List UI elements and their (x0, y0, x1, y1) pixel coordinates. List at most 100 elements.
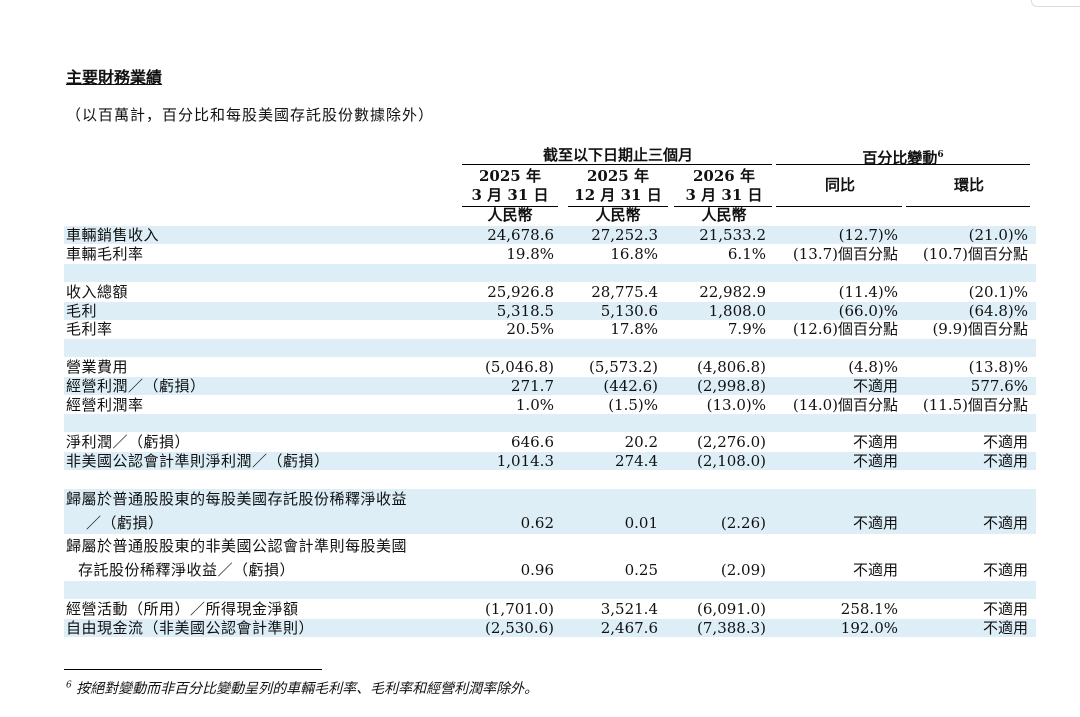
cell-yoy: (12.7)% (838, 226, 898, 244)
header-rule-change (776, 164, 1030, 165)
col-header-1-year: 2025 年 (479, 167, 541, 185)
cell-q1-2025: 0.62 (520, 514, 554, 532)
col-rule-yoy (776, 206, 902, 207)
cell-qoq: 577.6% (970, 377, 1028, 395)
header-rule-period (462, 164, 772, 165)
cell-yoy: 不適用 (852, 377, 898, 395)
cell-q1-2025: (2,530.6) (485, 619, 554, 637)
cell-yoy: 不適用 (852, 433, 898, 451)
cell-qoq: (9.9)個百分點 (932, 320, 1028, 338)
cell-q1-2025: 19.8% (506, 245, 554, 263)
row-label: 經營利潤率 (66, 396, 144, 414)
row-label: 經營活動（所用）／所得現金淨額 (66, 600, 299, 618)
page-subtitle: （以百萬計，百分比和每股美國存託股份數據除外） (66, 106, 435, 124)
table-row: 經營活動（所用）／所得現金淨額 (1,701.0) 3,521.4 (6,091… (64, 600, 1036, 618)
cell-q1-2026: (2,108.0) (697, 452, 766, 470)
spacer-row (64, 581, 1036, 599)
cell-yoy: (4.8)% (848, 358, 898, 376)
col-header-2: 2025 年 12 月 31 日 (568, 167, 668, 205)
cell-qoq: (13.8)% (968, 358, 1028, 376)
cell-q4-2025: 274.4 (615, 452, 658, 470)
header-change-sup: 6 (937, 150, 944, 160)
table-row: 非美國公認會計準則淨利潤／（虧損） 1,014.3 274.4 (2,108.0… (64, 452, 1036, 470)
cell-q1-2025: (5,046.8) (485, 358, 554, 376)
col-header-1-date: 3 月 31 日 (471, 186, 549, 204)
cell-yoy: (13.7)個百分點 (792, 245, 898, 263)
col-header-3-year: 2026 年 (693, 167, 755, 185)
col-rule-2 (568, 206, 668, 207)
cell-yoy: 258.1% (840, 600, 898, 618)
cell-q4-2025: (442.6) (603, 377, 658, 395)
cell-q4-2025: 0.01 (624, 514, 658, 532)
col-unit-2: 人民幣 (595, 206, 641, 224)
cell-q4-2025: 27,252.3 (591, 226, 658, 244)
col-rule-qoq (906, 206, 1030, 207)
cell-q4-2025: 28,775.4 (591, 283, 658, 301)
col-header-qoq: 環比 (953, 176, 984, 194)
cell-qoq: (11.5)個百分點 (922, 396, 1028, 414)
table-row: 淨利潤／（虧損） 646.6 20.2 (2,276.0) 不適用 不適用 (64, 433, 1036, 451)
cell-q1-2025: 271.7 (511, 377, 554, 395)
cell-q1-2025: 646.6 (511, 433, 554, 451)
row-label: 收入總額 (66, 283, 129, 301)
cell-yoy: (12.6)個百分點 (792, 320, 898, 338)
cell-yoy: (66.0)% (838, 302, 898, 320)
cell-qoq: (21.0)% (968, 226, 1028, 244)
footnote-marker: 6 (66, 680, 72, 691)
table-row: 毛利 5,318.5 5,130.6 1,808.0 (66.0)% (64.8… (64, 302, 1036, 320)
spacer-row (64, 414, 1036, 432)
cell-q1-2025: 24,678.6 (487, 226, 554, 244)
row-label: 毛利率 (66, 320, 113, 338)
cell-q1-2026: 6.1% (727, 245, 766, 263)
cell-q4-2025: 3,521.4 (600, 600, 658, 618)
cell-qoq: 不適用 (982, 600, 1028, 618)
cell-q1-2026: (2,998.8) (697, 377, 766, 395)
table-row: 歸屬於普通股股東的每股美國存託股份稀釋淨收益 ／（虧損） 0.62 0.01 (… (64, 489, 1036, 534)
cell-q4-2025: 2,467.6 (600, 619, 658, 637)
col-header-2-date: 12 月 31 日 (574, 186, 662, 204)
cell-q4-2025: (1.5)% (608, 396, 658, 414)
cell-q1-2025: 25,926.8 (487, 283, 554, 301)
col-header-2-year: 2025 年 (587, 167, 649, 185)
cell-q1-2026: 22,982.9 (699, 283, 766, 301)
cell-q4-2025: 20.2 (624, 433, 658, 451)
cell-qoq: 不適用 (982, 433, 1028, 451)
cell-q1-2025: 20.5% (506, 320, 554, 338)
row-label: 非美國公認會計準則淨利潤／（虧損） (66, 452, 330, 470)
table-row: 收入總額 25,926.8 28,775.4 22,982.9 (11.4)% … (64, 283, 1036, 301)
col-unit-3: 人民幣 (701, 206, 747, 224)
col-rule-3 (674, 206, 772, 207)
footnote: 6 按絕對變動而非百分比變動呈列的車輛毛利率、毛利率和經營利潤率除外。 (66, 678, 538, 698)
row-label: 歸屬於普通股股東的非美國公認會計準則每股美國 (66, 537, 408, 555)
cell-yoy: (11.4)% (838, 283, 898, 301)
cell-q1-2026: (2,276.0) (697, 433, 766, 451)
col-unit-1: 人民幣 (487, 206, 533, 224)
cell-yoy: (14.0)個百分點 (792, 396, 898, 414)
table-row: 經營利潤率 1.0% (1.5)% (13.0)% (14.0)個百分點 (11… (64, 396, 1036, 414)
row-label: 車輛毛利率 (66, 245, 144, 263)
table-row: 自由現金流（非美國公認會計準則） (2,530.6) 2,467.6 (7,38… (64, 619, 1036, 637)
spacer-row (64, 339, 1036, 357)
row-label: 淨利潤／（虧損） (66, 433, 191, 451)
cell-yoy: 不適用 (852, 561, 898, 579)
cell-q4-2025: (5,573.2) (589, 358, 658, 376)
header-change-group: 百分比變動6 (776, 146, 1030, 168)
cell-q1-2025: 0.96 (520, 561, 554, 579)
cell-q1-2026: 7.9% (727, 320, 766, 338)
row-label: 歸屬於普通股股東的每股美國存託股份稀釋淨收益 (66, 490, 408, 508)
footnote-text: 按絕對變動而非百分比變動呈列的車輛毛利率、毛利率和經營利潤率除外。 (76, 681, 539, 697)
row-label: 經營利潤／（虧損） (66, 377, 206, 395)
cell-q1-2025: 1.0% (515, 396, 554, 414)
header-period-label: 截至以下日期止三個月 (542, 146, 693, 164)
row-label-continued: 存託股份稀釋淨收益／（虧損） (78, 561, 296, 579)
table-row: 毛利率 20.5% 17.8% 7.9% (12.6)個百分點 (9.9)個百分… (64, 320, 1036, 338)
row-label: 車輛銷售收入 (66, 226, 160, 244)
cell-q1-2026: (7,388.3) (697, 619, 766, 637)
col-header-yoy: 同比 (824, 176, 855, 194)
spacer-row (64, 264, 1036, 282)
cell-q4-2025: 17.8% (610, 320, 658, 338)
cell-q1-2025: (1,701.0) (485, 600, 554, 618)
table-row: 營業費用 (5,046.8) (5,573.2) (4,806.8) (4.8)… (64, 358, 1036, 376)
cell-q1-2026: (4,806.8) (697, 358, 766, 376)
cell-q1-2026: (13.0)% (706, 396, 766, 414)
